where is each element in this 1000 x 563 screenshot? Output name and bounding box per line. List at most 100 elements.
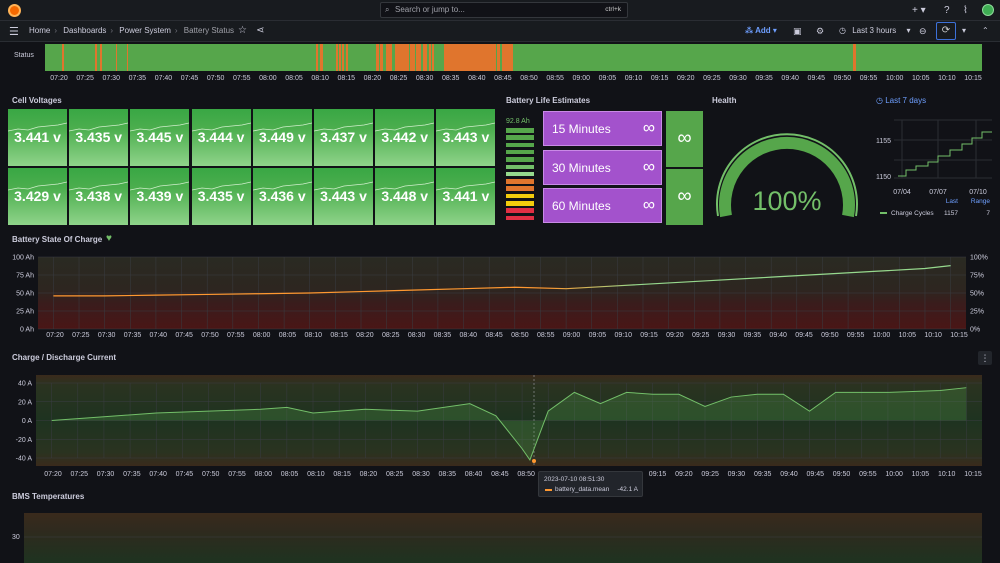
add-button[interactable]: ⁂ Add ▾: [745, 26, 777, 35]
status-time-tick: 08:10: [311, 75, 329, 82]
breadcrumb-folder[interactable]: Power System: [119, 26, 171, 35]
soc-time-tick: 08:20: [356, 332, 374, 339]
estimate-30min: 30 Minutes ∞: [543, 150, 662, 185]
help-icon[interactable]: ?: [944, 5, 950, 16]
cell-voltage-tile[interactable]: 3.441 v: [436, 168, 496, 225]
menu-icon[interactable]: ☰: [9, 26, 19, 38]
infinity-value: ∞: [642, 157, 655, 176]
status-segment: [421, 44, 423, 71]
zoom-out-icon[interactable]: ⊖: [919, 26, 927, 36]
status-time-axis: 07:20 07:25 07:30 07:35 07:40 07:45 07:50 07:55…: [0, 75, 1000, 85]
status-segment: [100, 44, 102, 71]
status-segment: [342, 44, 344, 71]
status-time-tick: 08:40: [468, 75, 486, 82]
legend-header-range[interactable]: Range: [971, 198, 991, 205]
plus-icon[interactable]: + ▾: [912, 5, 926, 16]
status-timeline[interactable]: [45, 44, 982, 71]
cell-voltage-value: 3.442 v: [381, 129, 429, 145]
cell-voltage-tile[interactable]: 3.429 v: [8, 168, 67, 225]
bar-gauge-value: 92.8 Ah: [506, 118, 530, 125]
cell-voltage-value: 3.437 v: [320, 129, 367, 145]
cell-voltage-tile[interactable]: 3.443 v: [436, 109, 496, 166]
cell-voltage-tile[interactable]: 3.435 v: [69, 109, 129, 166]
gauge-arc: [719, 136, 855, 218]
soc-time-tick: 07:40: [149, 332, 168, 339]
cell-voltage-tile[interactable]: 3.444 v: [191, 109, 251, 166]
legend-header-last[interactable]: Last: [946, 198, 958, 205]
refresh-dropdown-icon[interactable]: ▾: [962, 26, 967, 35]
breadcrumb-dashboards[interactable]: Dashboards: [63, 26, 107, 35]
refresh-button[interactable]: ⟳: [936, 22, 956, 40]
soc-time-tick: 07:45: [175, 332, 193, 339]
status-segment: [97, 44, 100, 71]
range-link[interactable]: ◷ Last 7 days: [876, 96, 927, 105]
share-icon[interactable]: ⋖: [256, 25, 265, 36]
current-time-tick: 10:15: [964, 471, 982, 478]
cell-voltage-tile[interactable]: 3.439 v: [130, 168, 190, 225]
current-time-tick: 09:45: [806, 471, 825, 478]
status-segment: [497, 44, 500, 71]
status-time-tick: 08:45: [494, 75, 512, 82]
current-y-tick: -20 A: [16, 437, 33, 444]
health-title: Health: [712, 96, 737, 105]
estimate-label: 60 Minutes: [552, 199, 611, 213]
current-time-tick: 07:45: [175, 471, 194, 478]
current-time-tick: 09:40: [780, 471, 798, 478]
battery-life-title: Battery Life Estimates: [506, 96, 591, 105]
cell-voltage-tile[interactable]: 3.441 v: [8, 109, 67, 166]
current-time-tick: 09:55: [859, 471, 877, 478]
panel-menu-button[interactable]: ⋮: [978, 351, 992, 365]
soc-time-tick: 09:20: [666, 332, 684, 339]
cell-voltage-tile[interactable]: 3.449 v: [252, 109, 312, 166]
search-input[interactable]: ⌕ Search or jump to... ctrl+k: [380, 2, 628, 18]
gear-icon[interactable]: ⚙: [816, 26, 825, 36]
estimate-60min: 60 Minutes ∞: [543, 188, 662, 223]
rss-icon[interactable]: ⌇: [963, 5, 968, 16]
cell-voltage-tile[interactable]: 3.436 v: [252, 168, 312, 225]
save-icon[interactable]: ▣: [793, 26, 802, 36]
status-segment: [379, 44, 380, 71]
grafana-logo-icon[interactable]: [8, 4, 21, 17]
status-segment: [341, 44, 342, 71]
collapse-icon[interactable]: ⌃: [982, 26, 989, 35]
cell-voltage-tile[interactable]: 3.442 v: [375, 109, 435, 166]
cell-voltage-tile[interactable]: 3.438 v: [69, 168, 129, 225]
avatar[interactable]: [982, 4, 994, 16]
soc-time-tick: 08:05: [278, 332, 297, 339]
bar-gauge-segment: [506, 149, 534, 155]
cell-voltage-tile[interactable]: 3.445 v: [130, 109, 190, 166]
heart-icon: ♥: [106, 233, 112, 244]
star-icon[interactable]: ☆: [238, 25, 247, 36]
cell-voltage-tile[interactable]: 3.448 v: [375, 168, 435, 225]
chart-tooltip: 2023-07-10 08:51:30 battery_data.mean -4…: [538, 471, 643, 497]
status-segment: [339, 44, 341, 71]
current-time-tick: 08:45: [491, 471, 509, 478]
cell-voltage-tile[interactable]: 3.443 v: [314, 168, 373, 225]
bar-gauge-segment: [506, 128, 534, 133]
current-time-tick: 09:25: [701, 471, 719, 478]
status-time-tick: 09:50: [833, 75, 852, 82]
cell-voltage-tile[interactable]: 3.435 v: [191, 168, 251, 225]
soc-time-tick: 08:25: [382, 332, 400, 339]
cell-voltage-tile[interactable]: 3.437 v: [314, 109, 373, 166]
status-segment: [853, 44, 856, 71]
status-segment: [338, 44, 339, 71]
status-time-tick: 09:10: [624, 75, 643, 82]
time-range-picker[interactable]: ◷ Last 3 hours ▾: [839, 26, 911, 35]
status-segment: [856, 44, 982, 71]
status-segment: [431, 44, 432, 71]
breadcrumb-home[interactable]: Home: [29, 26, 51, 35]
status-segment: [344, 44, 346, 71]
status-segment: [456, 44, 496, 71]
status-segment: [323, 44, 336, 71]
soc-time-tick: 08:30: [407, 332, 426, 339]
status-segment: [423, 44, 427, 71]
status-segment: [64, 44, 95, 71]
current-time-tick: 09:30: [727, 471, 746, 478]
soc-time-tick: 07:35: [123, 332, 142, 339]
tooltip-time: 2023-07-10 08:51:30: [544, 476, 605, 483]
cell-voltage-value: 3.435 v: [75, 129, 123, 145]
bar-gauge-segment: [506, 186, 534, 191]
status-segment: [62, 44, 64, 71]
legend-series-name[interactable]: Charge Cycles: [891, 210, 934, 217]
